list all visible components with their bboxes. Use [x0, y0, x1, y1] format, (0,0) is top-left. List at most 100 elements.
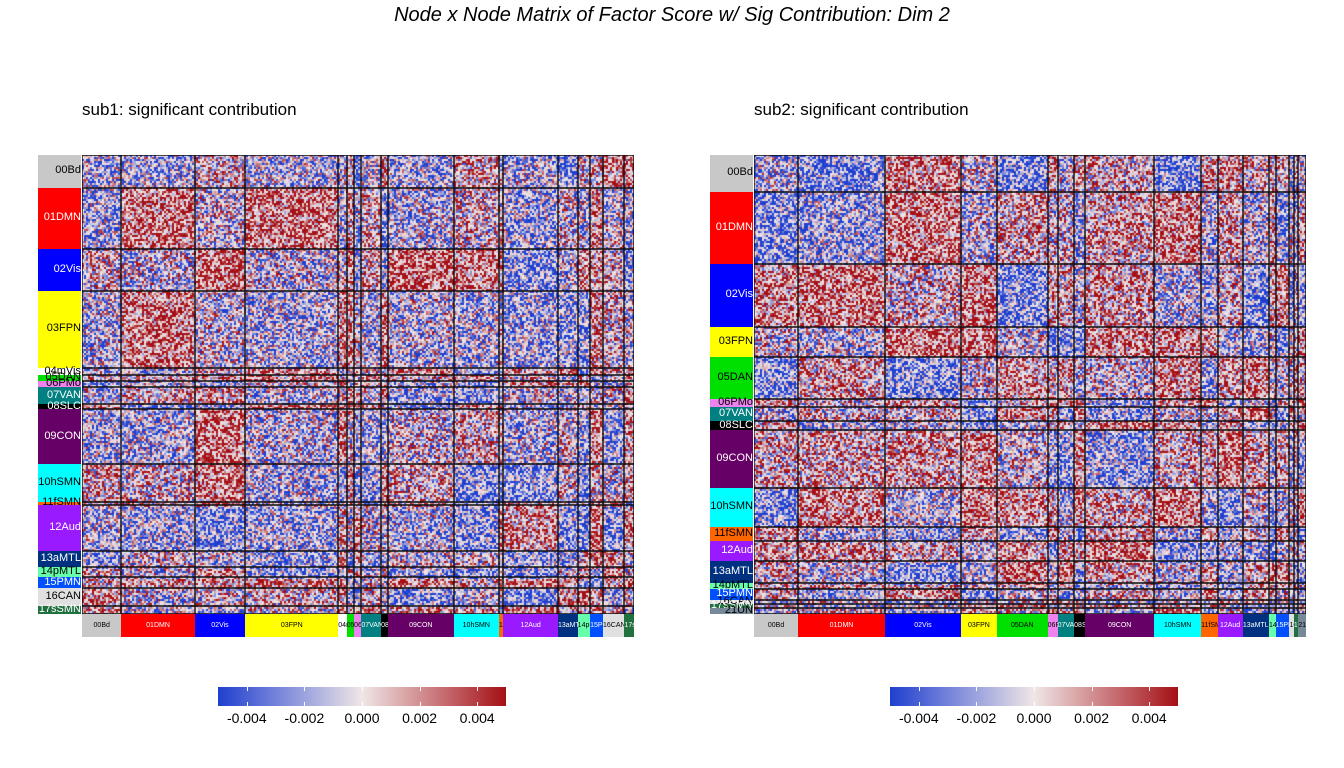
colorbar-tick: [918, 702, 920, 706]
row-network-label: 17sSMN: [38, 603, 81, 616]
colorbar-tick: [419, 687, 421, 691]
colorbar-tick-label: -0.002: [956, 710, 997, 726]
row-network-label: 03FPN: [718, 335, 753, 348]
row-network-14pMTL: [710, 583, 753, 589]
colorbar-tick: [246, 687, 248, 691]
row-network-00Bd: [38, 155, 81, 188]
column-network-05DAN: 05DAN: [346, 614, 355, 637]
row-network-label: 12Aud: [49, 521, 81, 534]
row-network-label: 02Vis: [53, 262, 81, 275]
colorbar-tick: [246, 702, 248, 706]
row-network-label: 16CAN: [717, 595, 753, 608]
colorbar-tick-label: -0.002: [284, 710, 325, 726]
row-network-04mVis: [38, 368, 81, 376]
column-network-17sSMN: 17sSMN: [624, 614, 634, 637]
row-network-label: 13aMTL: [712, 565, 753, 578]
row-network-label: 11fSMN: [714, 526, 753, 539]
row-network-02Vis: [710, 263, 753, 328]
colorbar-tick: [976, 702, 978, 706]
row-network-label: 16CAN: [45, 590, 81, 603]
colorbar-tick: [1149, 702, 1151, 706]
row-network-label: 10hSMN: [38, 475, 81, 488]
column-network-03FPN: 03FPN: [961, 614, 997, 637]
row-network-01DMN: [710, 191, 753, 264]
row-network-label: 12Aud: [721, 543, 753, 556]
column-network-strip-sub2: 00Bd01DMN02Vis03FPN05DAN06PMo07VAN08SLC0…: [754, 614, 1306, 637]
row-network-08SLC: [710, 421, 753, 431]
row-network-07VAN: [38, 387, 81, 404]
colorbar-tick: [477, 687, 479, 691]
row-network-label: 06PMo: [46, 377, 81, 390]
row-network-label: 05DAN: [45, 371, 81, 384]
colorbar-tick-label: 0.004: [1131, 710, 1167, 726]
row-network-17sSMN: [38, 606, 81, 614]
row-network-label: 09CON: [44, 429, 81, 442]
column-network-07VAN: 07VAN: [1057, 614, 1075, 637]
row-network-label: 07VAN: [46, 388, 81, 401]
row-network-03FPN: [38, 290, 81, 369]
colorbar-tick-label: 0.002: [402, 710, 438, 726]
column-network-07VAN: 07VAN: [361, 614, 382, 637]
heatmap-sub2: [754, 155, 1306, 614]
row-network-16CAN: [38, 588, 81, 607]
column-network-11fSMN: 11fSMN: [498, 614, 504, 637]
colorbar-tick: [1034, 687, 1035, 691]
row-network-02Vis: [38, 248, 81, 291]
column-network-15PMN: 15PMN: [590, 614, 604, 637]
row-network-10hSMN: [710, 487, 753, 527]
colorbar-sub2: [890, 687, 1178, 706]
row-network-label: 08SLC: [47, 399, 81, 412]
column-network-03FPN: 03FPN: [245, 614, 339, 637]
colorbar-tick: [1034, 702, 1035, 706]
column-network-14pMTL: 14pMTL: [1269, 614, 1276, 637]
colorbar-tick: [477, 702, 479, 706]
colorbar-tick: [976, 687, 978, 691]
column-network-01DMN: 01DMN: [121, 614, 195, 637]
column-network-02Vis: 02Vis: [884, 614, 961, 637]
row-network-label: 09CON: [716, 452, 753, 465]
row-network-12Aud: [38, 505, 81, 551]
column-network-06PMo: 06PMo: [354, 614, 362, 637]
column-network-00Bd: 00Bd: [754, 614, 799, 637]
row-network-label: 17sSMN: [710, 598, 753, 611]
row-network-label: 00Bd: [727, 166, 753, 179]
row-network-label: 10hSMN: [710, 500, 753, 513]
column-network-10hSMN: 10hSMN: [1154, 614, 1202, 637]
column-network-02Vis: 02Vis: [194, 614, 246, 637]
heatmap-cells-sub2: [754, 155, 1306, 614]
row-network-label: 07VAN: [718, 407, 753, 420]
column-network-05DAN: 05DAN: [996, 614, 1048, 637]
column-network-09CON: 09CON: [1085, 614, 1155, 637]
heatmap-cells-sub1: [82, 155, 634, 614]
row-network-label: 03FPN: [46, 322, 81, 335]
row-network-11fSMN: [710, 526, 753, 541]
row-network-13aMTL: [710, 561, 753, 584]
row-network-label: 06PMo: [718, 396, 753, 409]
row-network-10hSMN: [38, 464, 81, 502]
row-network-12Aud: [710, 540, 753, 562]
column-network-16CAN: 16CAN: [603, 614, 625, 637]
row-network-06PMo: [710, 399, 753, 408]
row-network-06PMo: [38, 381, 81, 388]
colorbar-tick: [918, 687, 920, 691]
row-network-label: 01DMN: [715, 220, 753, 233]
column-network-06PMo: 06PMo: [1047, 614, 1058, 637]
row-network-09CON: [38, 409, 81, 465]
panel-title-sub2: sub2: significant contribution: [754, 100, 969, 119]
row-network-03FPN: [710, 327, 753, 357]
column-network-strip-sub1: 00Bd01DMN02Vis03FPN04mVis05DAN06PMo07VAN…: [82, 614, 634, 637]
heatmap-sub1: [82, 155, 634, 614]
row-network-09CON: [710, 430, 753, 488]
column-network-14pMTL: 14pMTL: [577, 614, 591, 637]
row-network-label: 15PMN: [44, 575, 81, 588]
row-network-14pMTL: [38, 567, 81, 578]
row-network-15PMN: [38, 577, 81, 589]
row-network-label: 05DAN: [717, 371, 753, 384]
column-network-10hSMN: 10hSMN: [453, 614, 499, 637]
row-network-label: 02Vis: [725, 288, 753, 301]
colorbar-tick-label: 0.000: [344, 710, 380, 726]
colorbar-tick: [304, 702, 306, 706]
row-network-16CAN: [710, 600, 753, 604]
row-network-13aMTL: [38, 550, 81, 568]
colorbar-tick-label: -0.004: [898, 710, 939, 726]
